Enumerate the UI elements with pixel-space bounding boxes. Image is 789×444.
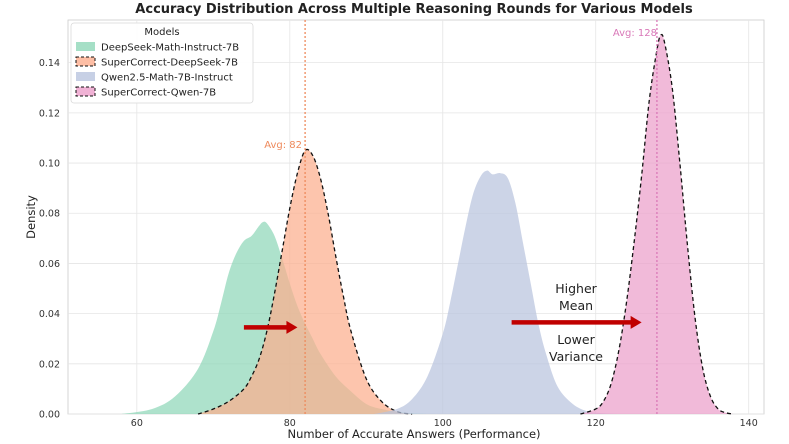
arrow-head xyxy=(286,320,298,334)
legend-entry: SuperCorrect-Qwen-7B xyxy=(101,88,216,99)
legend-swatch xyxy=(76,42,95,51)
legend-swatch xyxy=(76,72,95,81)
legend-swatch xyxy=(75,56,96,67)
y-tick-label: 0.04 xyxy=(39,309,60,320)
y-axis-label: Density xyxy=(24,195,38,239)
x-axis-label: Number of Accurate Answers (Performance) xyxy=(287,427,540,441)
x-tick-label: 80 xyxy=(284,418,296,429)
x-tick-label: 60 xyxy=(131,418,143,429)
legend-entry: SuperCorrect-DeepSeek-7B xyxy=(101,58,238,69)
legend-items: DeepSeek-Math-Instruct-7B SuperCorrect-De… xyxy=(75,42,239,99)
y-tick-label: 0.02 xyxy=(39,359,60,370)
avg-label: Avg: 82 xyxy=(264,140,302,151)
y-tick-label: 0.06 xyxy=(39,259,60,270)
legend-swatch xyxy=(75,86,96,97)
legend-entry: Qwen2.5-Math-7B-Instruct xyxy=(101,73,233,84)
density-area-3 xyxy=(373,170,619,414)
chart-title: Accuracy Distribution Across Multiple Re… xyxy=(135,2,693,17)
annotation-higher: Higher xyxy=(555,281,597,296)
y-tick-label: 0.14 xyxy=(39,58,60,69)
legend-box xyxy=(70,22,254,104)
legend: Models DeepSeek-Math-Instruct-7B SuperCor… xyxy=(70,22,254,104)
arrow-head xyxy=(630,315,642,329)
plot-area: Avg: 82 Avg: 128 xyxy=(67,19,765,415)
y-tick-label: 0.10 xyxy=(39,159,60,170)
y-tick-labels: 0.00 0.02 0.04 0.06 0.08 0.10 0.12 0.14 xyxy=(39,58,60,420)
annotations: Higher Mean Lower Variance xyxy=(549,281,603,364)
density-outline-4 xyxy=(580,33,734,415)
y-tick-label: 0.00 xyxy=(39,410,60,421)
annotation-lower: Lower xyxy=(557,332,595,347)
x-tick-label: 140 xyxy=(740,418,758,429)
x-tick-labels: 60 80 100 120 140 xyxy=(131,418,758,429)
annotation-variance: Variance xyxy=(549,349,603,364)
y-tick-label: 0.08 xyxy=(39,209,60,220)
y-tick-label: 0.12 xyxy=(39,108,60,119)
avg-layer: Avg: 82 Avg: 128 xyxy=(264,20,658,414)
legend-title: Models xyxy=(144,27,179,38)
legend-entry: DeepSeek-Math-Instruct-7B xyxy=(101,43,239,54)
annotation-mean: Mean xyxy=(559,298,593,313)
avg-label: Avg: 128 xyxy=(613,28,657,39)
density-outline-2 xyxy=(197,148,413,415)
x-tick-label: 100 xyxy=(434,418,452,429)
arrow-layer xyxy=(243,315,642,334)
x-tick-label: 120 xyxy=(587,418,605,429)
